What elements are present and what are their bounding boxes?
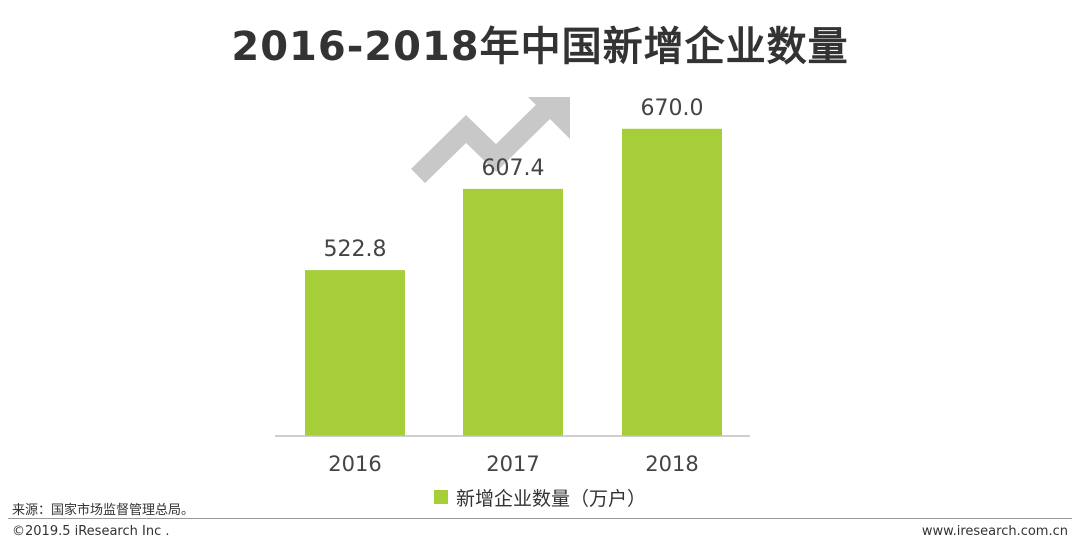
bar-2018: [622, 128, 722, 437]
footer-divider: [8, 518, 1072, 519]
legend-label: 新增企业数量（万户）: [455, 487, 646, 510]
value-label-2017: 607.4: [482, 156, 545, 181]
x-tick-labels-group: 2016 2017 2018: [328, 452, 698, 476]
bar-2016: [305, 270, 405, 436]
x-tick-label-2018: 2018: [645, 452, 698, 476]
value-labels-group: 522.8 607.4 670.0: [324, 96, 704, 262]
bar-2017: [463, 188, 563, 436]
legend-swatch: [433, 490, 448, 504]
value-label-2016: 522.8: [324, 237, 387, 262]
x-tick-label-2016: 2016: [328, 452, 381, 476]
source-note: 来源：国家市场监督管理总局。: [12, 503, 195, 518]
bars-group: [305, 128, 722, 437]
value-label-2018: 670.0: [641, 96, 704, 121]
legend: 新增企业数量（万户）: [0, 484, 1080, 510]
copyright-text: ©2019.5 iResearch Inc .: [12, 524, 170, 539]
website-link: www.iresearch.com.cn: [921, 524, 1068, 539]
trend-up-arrow-icon: [411, 97, 570, 184]
chart-title: 2016-2018年中国新增企业数量: [231, 24, 849, 70]
x-tick-label-2017: 2017: [486, 452, 539, 476]
